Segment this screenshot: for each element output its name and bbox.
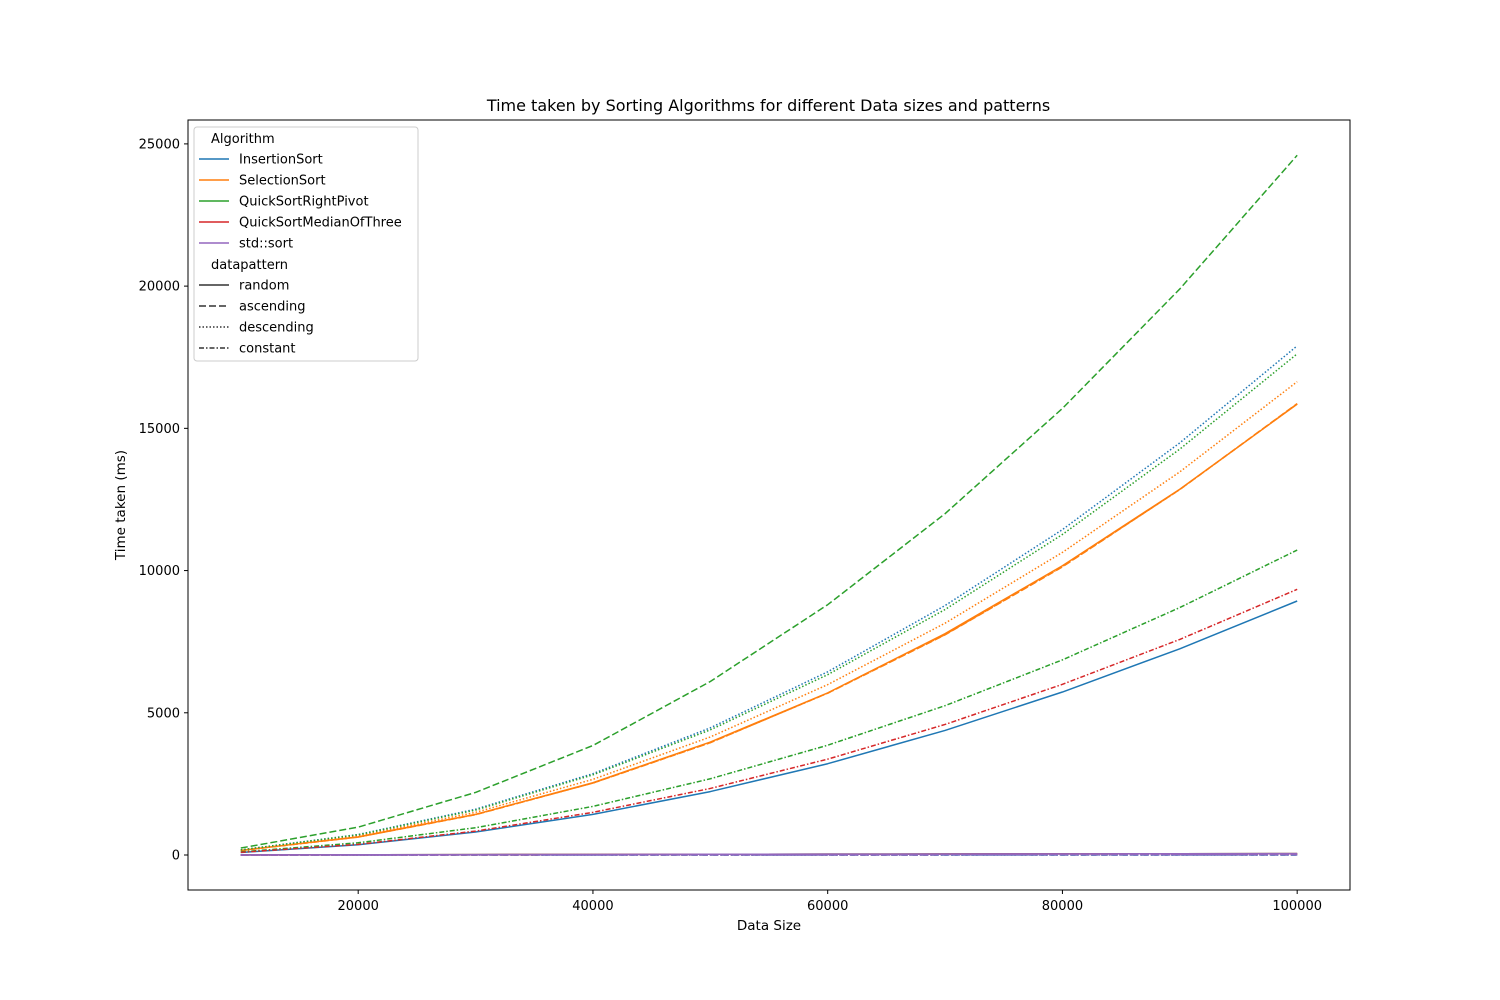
legend-box <box>193 126 419 362</box>
x-tick-label: 100000 <box>1272 899 1322 914</box>
x-axis: 20000 40000 60000 80000 100000 <box>338 890 1322 914</box>
legend-title-algorithm: Algorithm <box>211 132 275 147</box>
y-axis: 0 5000 10000 15000 20000 25000 <box>139 137 188 864</box>
legend-label-quicksortrightpivot: QuickSortRightPivot <box>239 195 369 210</box>
series-line-selectionsort-constant <box>240 403 1298 852</box>
legend-label-std-sort: std::sort <box>239 237 293 252</box>
plot-frame <box>187 119 1351 891</box>
y-tick-label: 10000 <box>139 564 180 579</box>
x-tick-label: 60000 <box>807 899 848 914</box>
x-axis-label: Data Size <box>737 918 801 934</box>
y-tick-label: 20000 <box>139 280 180 295</box>
y-axis-label: Time taken (ms) <box>113 450 129 561</box>
legend-label-insertionsort: InsertionSort <box>239 153 323 168</box>
legend-title-datapattern: datapattern <box>211 258 288 273</box>
series-line-insertionsort-random <box>240 600 1298 854</box>
series-line-quicksortrightpivot-constant <box>240 549 1298 853</box>
chart-title: Time taken by Sorting Algorithms for dif… <box>486 96 1050 115</box>
y-tick-label: 25000 <box>139 137 180 152</box>
y-tick-label: 15000 <box>139 422 180 437</box>
y-tick-label: 5000 <box>147 706 180 721</box>
x-tick-label: 40000 <box>572 899 613 914</box>
legend-label-random: random <box>239 279 289 294</box>
y-tick-label: 0 <box>172 849 180 864</box>
series-lines <box>240 154 1298 856</box>
series-line-quicksortmedianofthree-constant <box>240 588 1298 854</box>
legend-label-selectionsort: SelectionSort <box>239 174 326 189</box>
x-tick-label: 20000 <box>338 899 379 914</box>
legend-label-constant: constant <box>239 342 296 357</box>
legend-label-descending: descending <box>239 321 314 336</box>
legend-label-quicksortmedianofthree: QuickSortMedianOfThree <box>239 216 402 231</box>
x-tick-label: 80000 <box>1042 899 1083 914</box>
legend-label-ascending: ascending <box>239 300 305 315</box>
legend: Algorithm datapattern InsertionSort Selec… <box>193 126 419 362</box>
legend-items: InsertionSort SelectionSort QuickSortRight… <box>199 153 402 357</box>
series-line-quicksortrightpivot-ascending <box>240 154 1298 849</box>
